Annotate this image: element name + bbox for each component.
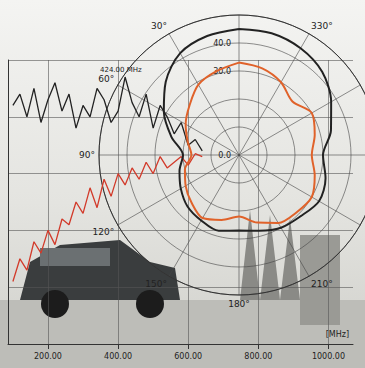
- svg-text:120°: 120°: [93, 227, 115, 237]
- svg-text:[MHz]: [MHz]: [326, 330, 349, 339]
- svg-text:150°: 150°: [145, 279, 167, 290]
- svg-text:330°: 330°: [311, 21, 333, 31]
- svg-text:800.00: 800.00: [244, 352, 272, 361]
- svg-text:60°: 60°: [98, 74, 114, 84]
- svg-text:400.00: 400.00: [104, 352, 132, 361]
- svg-text:40.0: 40.0: [213, 39, 231, 48]
- svg-text:30.0: 30.0: [213, 66, 231, 76]
- svg-text:210°: 210°: [311, 279, 333, 290]
- svg-text:90°: 90°: [79, 150, 95, 160]
- svg-text:30°: 30°: [151, 21, 167, 31]
- svg-text:600.00: 600.00: [174, 352, 202, 361]
- svg-text:1000.00: 1000.00: [312, 352, 345, 361]
- svg-text:200.00: 200.00: [34, 352, 62, 361]
- svg-text:424.00 MHz: 424.00 MHz: [100, 66, 142, 74]
- svg-text:180°: 180°: [228, 299, 250, 309]
- svg-text:0.0: 0.0: [218, 151, 231, 160]
